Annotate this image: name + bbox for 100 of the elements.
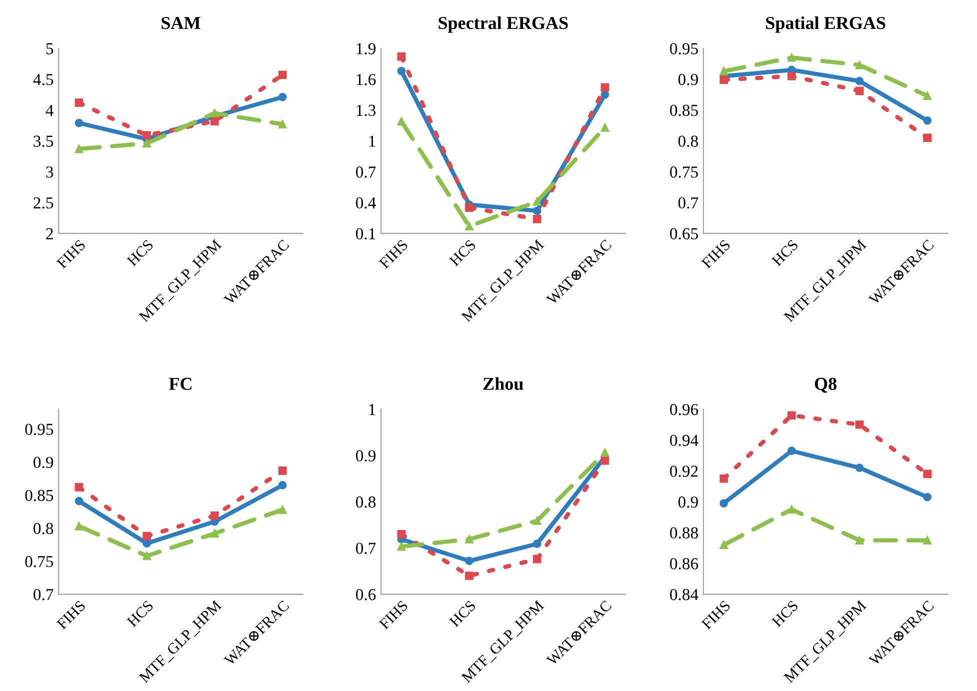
y-tick-label: 0.88 [670,527,698,539]
point [855,420,864,429]
chart-title: SAM [162,16,200,30]
point [278,481,287,490]
y-tick-label: 0.8 [34,522,54,534]
y-tick-label: 0.85 [670,104,698,116]
point [532,554,542,564]
point [600,448,610,457]
point [465,572,474,580]
chart-title: Zhou [483,377,524,390]
y-tick-label: 0.7 [34,588,54,600]
point [74,144,84,154]
point [720,499,728,508]
y-tick-label: 4 [46,104,54,116]
point [142,131,151,140]
chart-title: Spectral ERGAS [438,16,568,33]
point [278,506,287,514]
point [532,540,542,548]
y-tick-label: 0.92 [670,466,698,477]
y-tick-label: 0.85 [25,490,54,502]
point [787,411,796,420]
point [74,496,84,506]
y-tick-label: 0.65 [670,228,698,240]
y-tick-label: 0.4 [356,197,376,209]
point [210,511,219,520]
point [397,52,406,61]
y-tick-label: 3.5 [34,136,54,147]
y-tick-label: 1 [369,136,376,147]
point [532,197,542,206]
point [923,116,932,125]
point [397,530,406,538]
y-tick-label: 0.94 [670,434,698,446]
y-tick-label: 0.75 [25,556,54,568]
chart-title: Q8 [814,378,837,393]
point [397,117,406,126]
y-tick-label: 5 [46,43,54,54]
point [278,120,287,128]
point [74,522,84,530]
y-tick-label: 0.1 [356,228,376,240]
point [142,552,151,560]
point [74,98,84,107]
point [278,466,287,475]
point [855,60,864,70]
y-tick-label: 0.6 [356,588,376,600]
point [74,118,84,128]
point [600,123,610,132]
point [397,66,406,76]
point [74,483,84,492]
point [923,492,932,502]
point [142,539,151,548]
y-tick-label: 1.9 [356,43,376,54]
point [787,505,796,514]
point [923,536,932,544]
point [278,92,287,102]
y-tick-label: 0.75 [670,166,698,178]
point [787,446,796,456]
point [720,76,728,84]
point [787,53,796,62]
y-tick-label: 0.9 [34,456,54,468]
point [397,542,406,551]
y-tick-label: 0.7 [356,166,376,178]
point [720,540,728,550]
point [210,116,219,126]
point [923,134,932,142]
point [465,222,474,230]
chart-title: FC [169,378,192,390]
point [532,214,542,224]
chart-title: Spatial ERGAS [766,16,886,33]
point [923,470,932,478]
point [855,76,864,86]
y-tick-label: 0.86 [670,558,698,570]
y-tick-label: 0.9 [356,450,376,462]
y-tick-label: 2.5 [34,197,54,209]
point [142,139,151,148]
point [532,516,542,525]
point [278,70,287,80]
point [210,529,219,538]
y-tick-label: 0.9 [678,74,698,86]
point [532,206,542,215]
point [923,92,932,100]
y-tick-label: 0.8 [356,496,376,508]
y-tick-label: 3 [46,166,54,178]
point [720,67,728,76]
y-tick-label: 2 [46,228,53,240]
y-tick-label: 0.7 [356,542,376,554]
y-tick-label: 0.95 [25,424,54,436]
y-tick-label: 0.7 [678,197,698,209]
point [855,536,864,544]
point [600,83,610,92]
y-tick-label: 1.6 [356,74,376,86]
y-tick-label: 4.5 [33,74,54,86]
point [465,556,474,566]
y-tick-label: 0.96 [670,404,698,416]
point [210,108,219,118]
point [855,86,864,96]
y-tick-label: 0.95 [670,43,698,54]
y-tick-label: 0.8 [678,136,698,147]
y-tick-label: 0.9 [678,496,698,508]
y-tick-label: 1.3 [356,104,376,116]
point [142,532,151,540]
